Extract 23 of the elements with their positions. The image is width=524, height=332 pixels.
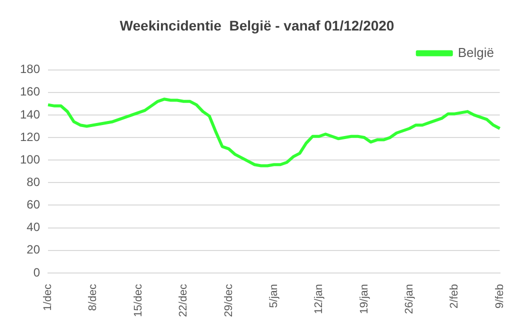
chart-title: Weekincidentie België - vanaf 01/12/2020	[120, 17, 394, 34]
y-tick-label: 20	[26, 242, 40, 257]
y-tick-label: 180	[20, 62, 40, 76]
x-tick-label: 15/dec	[132, 283, 144, 318]
x-tick-label: 19/jan	[358, 284, 370, 314]
y-tick-label: 80	[26, 174, 40, 189]
y-tick-label: 140	[20, 107, 40, 122]
x-tick-label: 1/dec	[42, 283, 54, 311]
x-tick-label: 5/jan	[268, 284, 280, 308]
x-tick-label: 8/dec	[87, 283, 100, 311]
y-tick-label: 40	[26, 220, 40, 234]
x-tick-label: 9/feb	[494, 284, 506, 308]
x-tick-label: 2/feb	[448, 284, 461, 308]
y-tick-label: 100	[20, 152, 40, 166]
legend-label: België	[458, 44, 494, 60]
y-tick-label: 120	[20, 130, 40, 144]
y-tick-label: 60	[26, 198, 40, 212]
x-tick-label: 26/jan	[403, 284, 416, 314]
x-tick-label: 12/jan	[313, 284, 326, 314]
y-tick-label: 0	[33, 265, 40, 280]
x-tick-label: 22/dec	[178, 283, 190, 318]
y-tick-label: 160	[20, 84, 40, 99]
x-tick-label: 29/dec	[222, 283, 235, 318]
